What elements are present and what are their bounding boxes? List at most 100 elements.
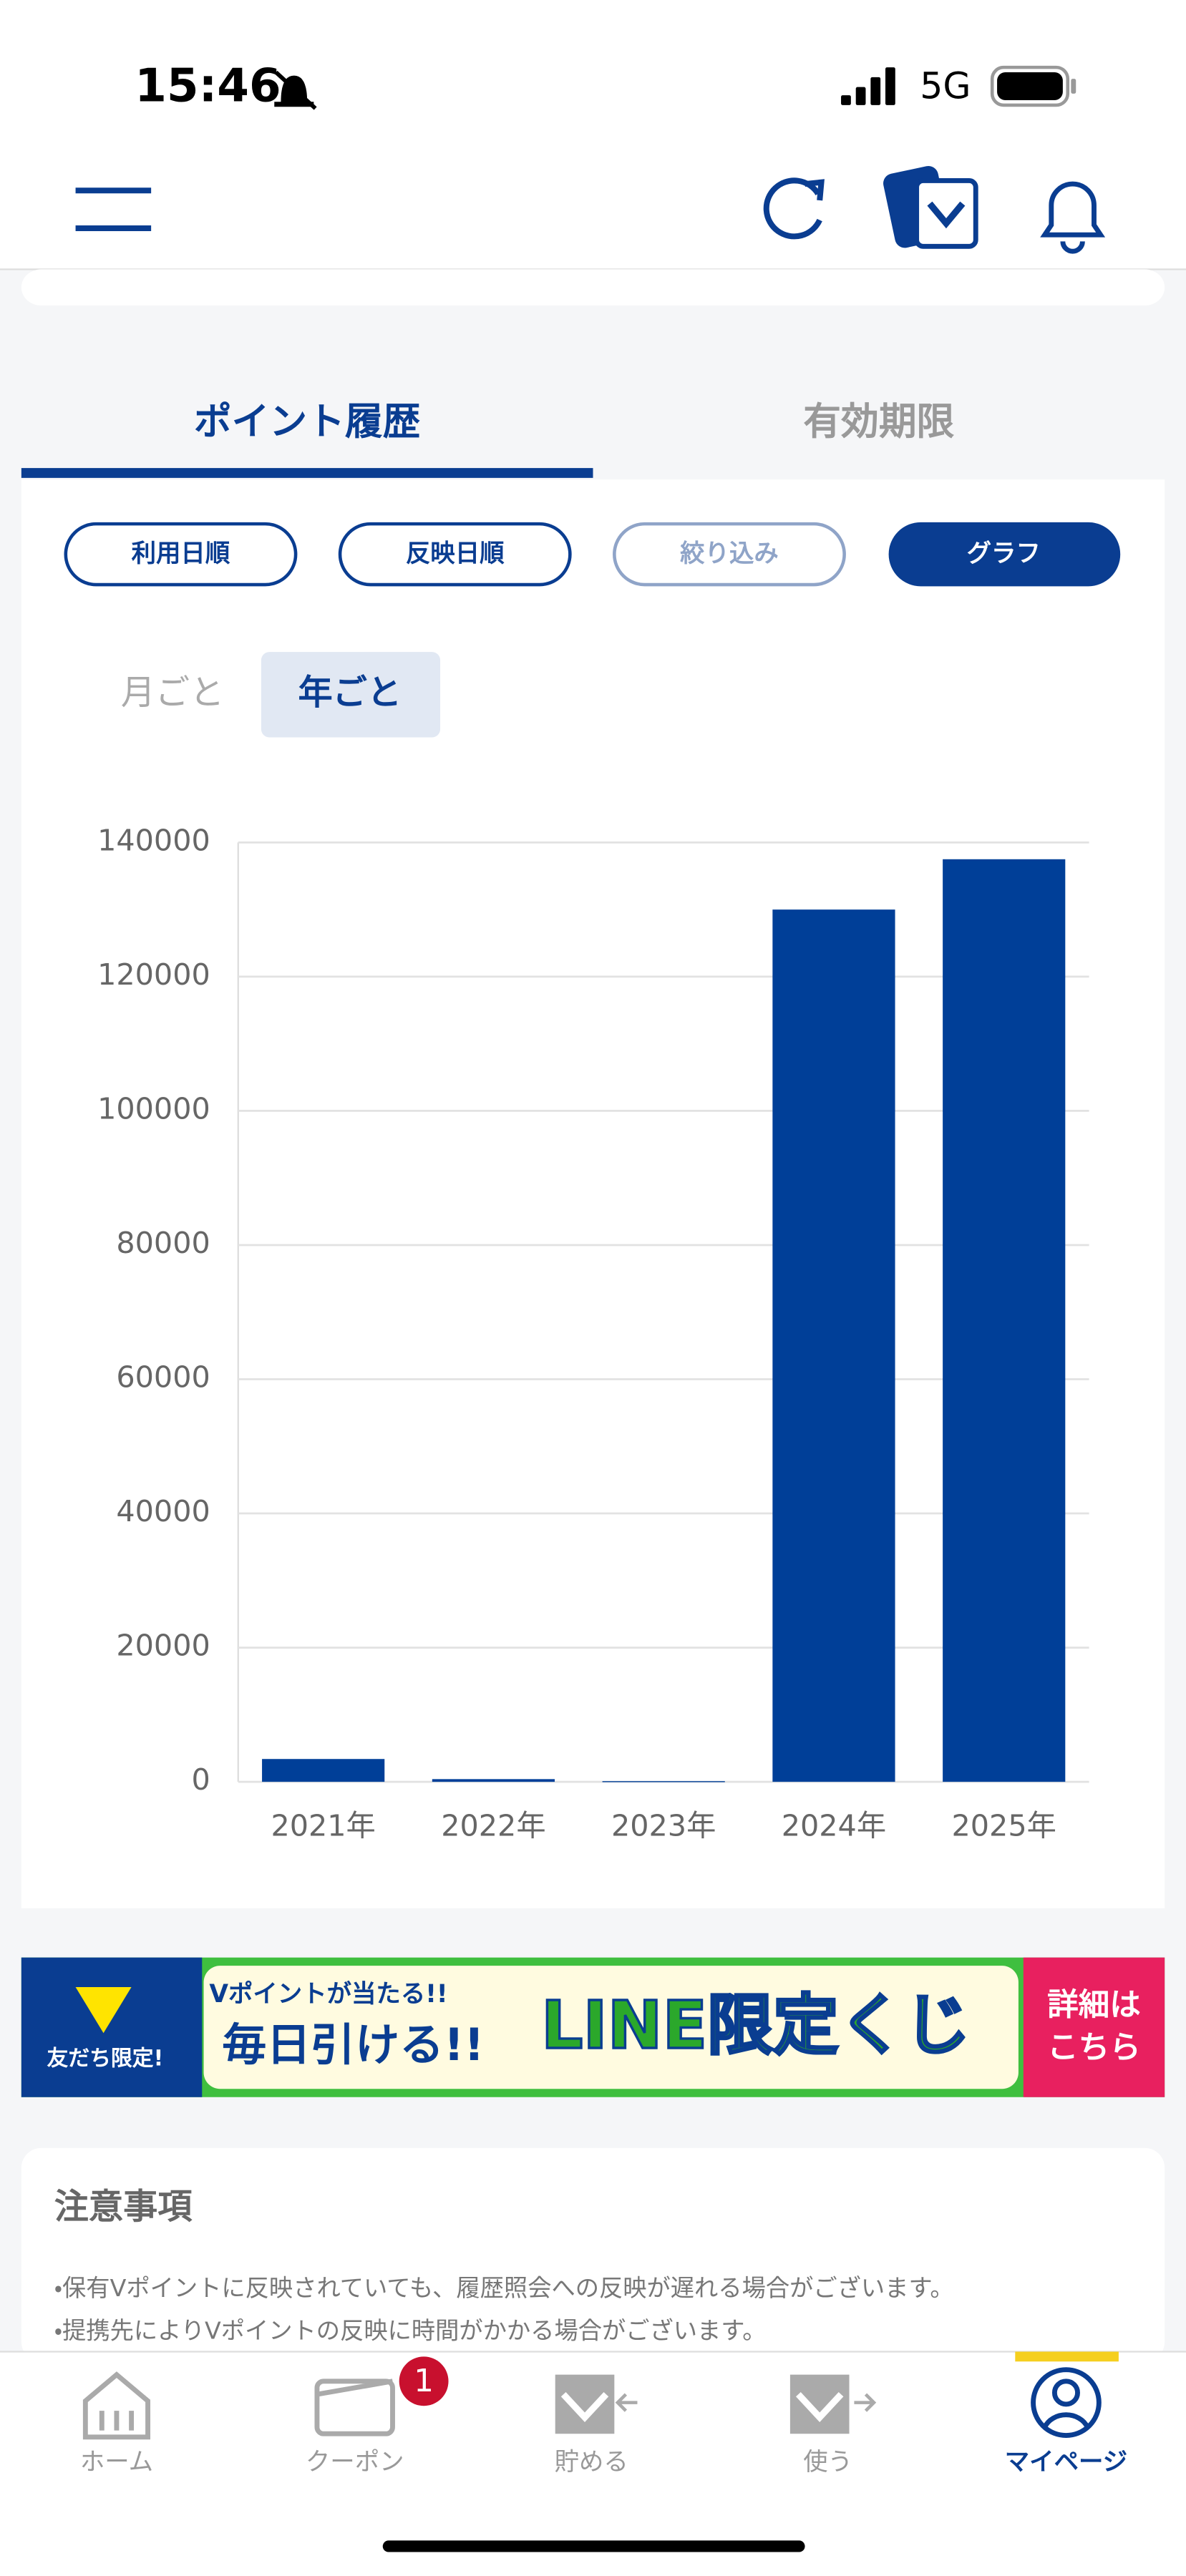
tab[interactable]: ポイント履歴 (194, 400, 421, 444)
period-option[interactable]: 月ごと (121, 673, 225, 713)
icon-part[interactable] (805, 179, 825, 201)
icon-part[interactable] (560, 2392, 609, 2423)
y-tick-label: 20000 (116, 1629, 210, 1663)
signal-icon (841, 67, 895, 105)
icon-part (841, 95, 851, 105)
filter-button[interactable] (613, 522, 846, 587)
icon-part (885, 67, 895, 105)
y-tick-label: 40000 (116, 1494, 210, 1528)
refresh-button[interactable] (763, 177, 825, 240)
y-tick-label: 120000 (97, 957, 210, 992)
mute-icon (274, 70, 317, 110)
icon-part[interactable] (314, 2379, 395, 2436)
icon-part (1071, 79, 1076, 94)
icon-part[interactable] (1042, 2412, 1090, 2429)
banner-cta[interactable]: 詳細は (1047, 1988, 1141, 2024)
filter-label[interactable]: 利用日順 (132, 540, 230, 568)
x-tick-label: 2021年 (271, 1808, 375, 1843)
icon-part[interactable] (1060, 241, 1085, 254)
bar (432, 1779, 555, 1782)
nav-coupon[interactable] (314, 2379, 395, 2436)
notification-button[interactable] (1040, 181, 1106, 254)
icon-part[interactable] (796, 2392, 844, 2423)
icon-part[interactable] (1040, 181, 1106, 238)
icon-part[interactable] (914, 178, 978, 249)
icon-part (870, 77, 881, 105)
x-tick-label: 2024年 (782, 1808, 886, 1843)
icon-part[interactable] (316, 2379, 394, 2397)
icon-part[interactable] (789, 2374, 850, 2434)
nav-label[interactable]: クーポン (306, 2448, 404, 2477)
status-time: 15:46 (135, 59, 281, 113)
icon-part[interactable] (203, 1966, 1019, 2089)
icon-part[interactable] (763, 177, 822, 240)
x-tick-label: 2025年 (952, 1808, 1056, 1843)
filter-label[interactable]: 反映日順 (406, 540, 505, 568)
line-banner[interactable]: 友だち限定! Vポイントが当たる!! 毎日引ける!! LINE限定くじ 詳細は … (21, 1957, 1165, 2097)
network-label: 5G (920, 64, 971, 107)
tab-indicator (21, 468, 593, 478)
nav-use[interactable] (789, 2374, 877, 2434)
tab[interactable]: 有効期限 (803, 400, 954, 444)
icon-part[interactable] (615, 2393, 638, 2412)
banner-badge[interactable]: 友だち限定! (47, 2046, 164, 2071)
icon-part[interactable] (1031, 2367, 1102, 2438)
icon-part (997, 72, 1063, 101)
nav-active-indicator (1015, 2351, 1119, 2362)
menu-button[interactable] (75, 187, 152, 232)
filter-buttons: 利用日順 反映日順 絞り込み グラフ (64, 522, 1121, 587)
nav-label[interactable]: マイページ (1005, 2448, 1127, 2477)
banner-headline[interactable]: LINE限定くじ (540, 1986, 971, 2064)
icon-part (855, 87, 866, 105)
nav-label[interactable]: 貯める (555, 2448, 628, 2477)
nav-mypage[interactable] (1031, 2367, 1102, 2438)
banner-small[interactable]: Vポイントが当たる!! (209, 1980, 447, 2009)
banner-cta[interactable]: こちら (1047, 2030, 1141, 2066)
bar (602, 1781, 725, 1782)
nav-badge-count: 1 (414, 2363, 434, 2399)
home-indicator (382, 2540, 805, 2552)
icon-part (274, 70, 317, 110)
icon-part (990, 65, 1070, 107)
bar (262, 1759, 385, 1782)
x-tick-label: 2022年 (441, 1808, 545, 1843)
icon-part[interactable] (21, 1957, 203, 2097)
header-bg (0, 0, 1186, 270)
period-selected-bg[interactable] (261, 652, 441, 738)
period-option[interactable]: 年ごと (298, 673, 402, 713)
banner-big[interactable]: 毎日引ける!! (222, 2019, 484, 2071)
icon-part[interactable] (1023, 1957, 1165, 2097)
nav-home[interactable] (82, 2371, 150, 2440)
y-tick-label: 100000 (97, 1091, 210, 1126)
icon-part[interactable] (854, 2393, 877, 2412)
icon-part[interactable] (927, 201, 966, 229)
bar (772, 909, 895, 1782)
nav-earn[interactable] (555, 2374, 638, 2434)
icon-part[interactable] (1051, 2379, 1080, 2407)
y-tick-label: 140000 (97, 823, 210, 857)
y-tick-label: 60000 (116, 1360, 210, 1395)
bar (943, 859, 1066, 1782)
card-button[interactable] (881, 164, 978, 249)
nav-label[interactable]: 使う (803, 2448, 852, 2477)
bar-chart: 0 20000 40000 60000 80000 100000 120000 140000 2… (97, 823, 1089, 1843)
notes-title: 注意事項 (54, 2187, 193, 2227)
icon-part[interactable] (75, 1986, 132, 2034)
nav-label[interactable]: ホーム (80, 2448, 153, 2477)
icon-part[interactable] (82, 2371, 150, 2440)
icon-part[interactable] (555, 2374, 615, 2434)
note-item: ・提携先によりVポイントの反映に時間がかかる場合がございます。 (54, 2316, 767, 2344)
notes-card (21, 2147, 1165, 2362)
filter-label[interactable]: 絞り込み (680, 540, 779, 568)
nav-badge (399, 2356, 449, 2406)
filter-button[interactable] (64, 522, 298, 587)
filter-button[interactable] (888, 522, 1121, 587)
battery-icon (990, 65, 1076, 107)
note-item: ・保有Vポイントに反映されていても、履歴照会への反映が遅れる場合がございます。 (54, 2274, 954, 2302)
card-edge (21, 269, 1165, 306)
filter-button[interactable] (338, 522, 572, 587)
filter-label[interactable]: グラフ (967, 540, 1041, 568)
